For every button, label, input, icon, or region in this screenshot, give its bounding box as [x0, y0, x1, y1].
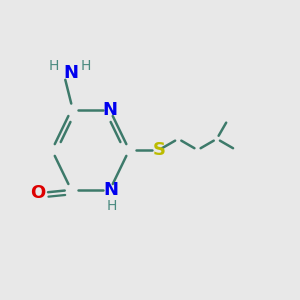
Text: N: N	[104, 181, 119, 199]
Text: H: H	[106, 199, 116, 213]
Text: N: N	[102, 101, 117, 119]
Text: S: S	[152, 141, 165, 159]
Text: O: O	[30, 184, 46, 202]
Text: H: H	[48, 59, 59, 73]
Text: N: N	[64, 64, 79, 82]
Text: H: H	[81, 59, 91, 73]
